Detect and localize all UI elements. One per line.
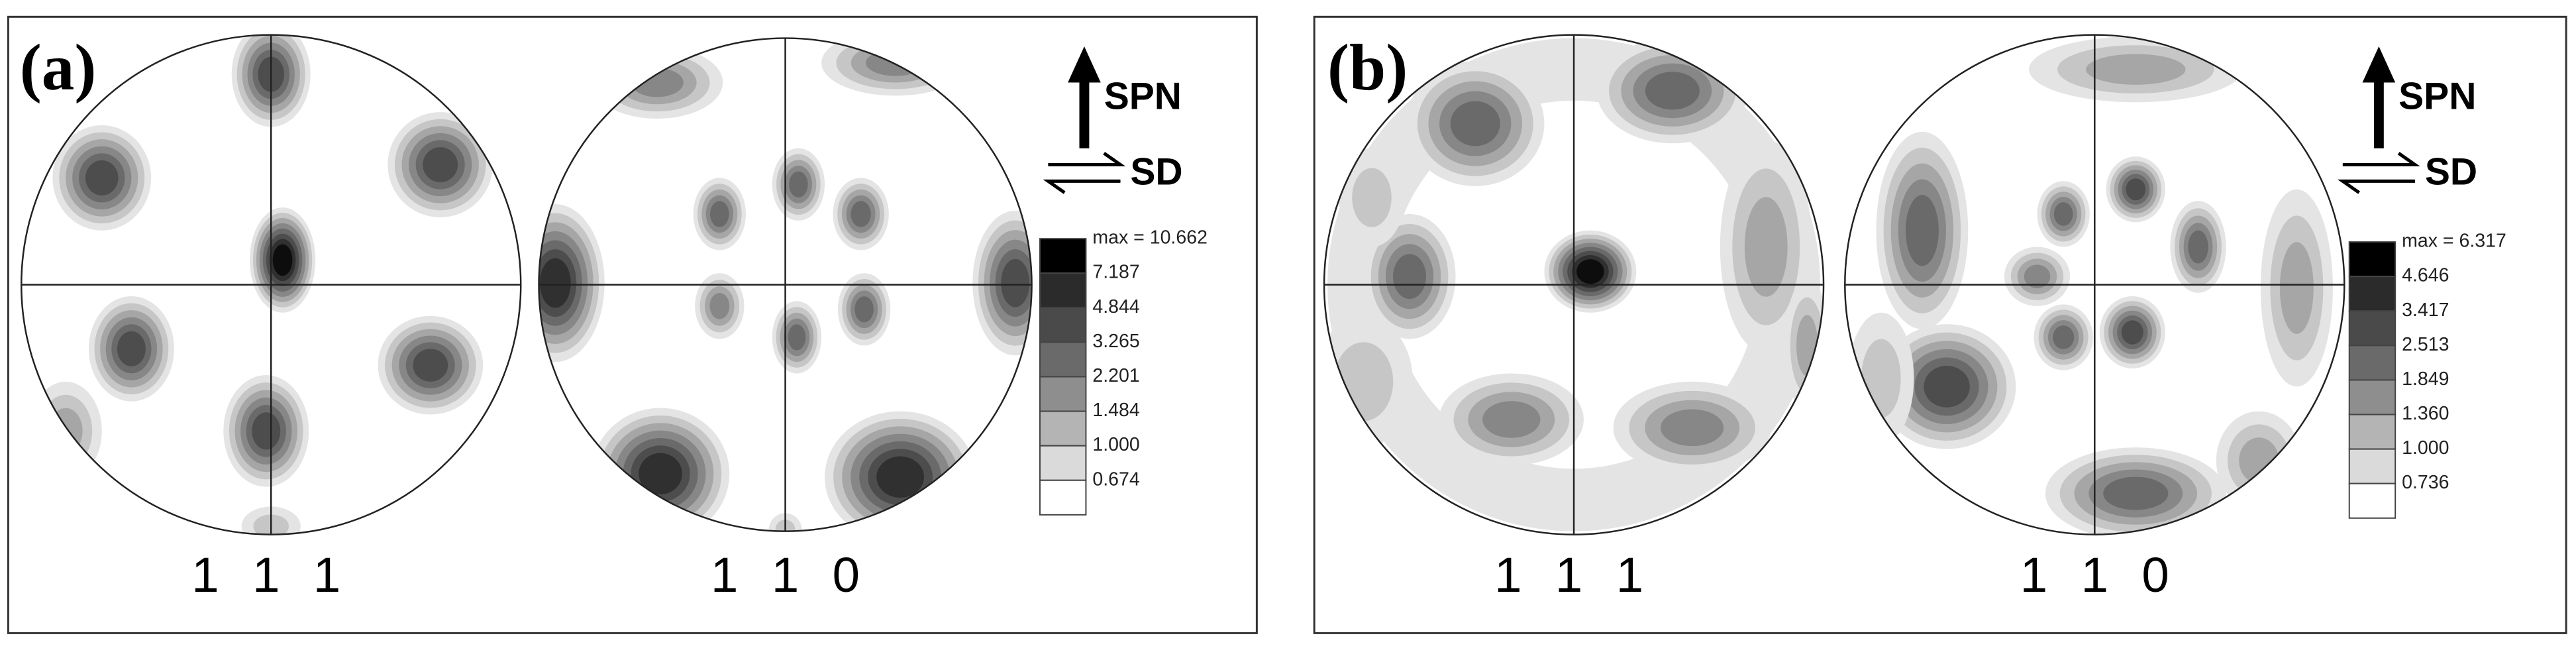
contour — [710, 201, 729, 227]
pole-figure-label: 1 1 1 — [1494, 547, 1653, 602]
contour — [1482, 401, 1541, 438]
legend-box — [2348, 482, 2396, 519]
legend-box — [1039, 341, 1087, 378]
legend-level: 0.736 — [2402, 472, 2449, 493]
contour — [1905, 195, 1939, 266]
contour — [1744, 197, 1788, 297]
contour — [789, 171, 808, 197]
contour — [876, 456, 925, 498]
contour — [1645, 72, 1700, 110]
legend-level: 2.201 — [1092, 365, 1139, 386]
contour — [1924, 365, 1970, 408]
shear-arrow — [1048, 152, 1126, 167]
contour — [639, 453, 682, 494]
axis-label: SPN — [1104, 75, 1182, 117]
legend-level: 1.484 — [1092, 400, 1139, 421]
contour — [1576, 259, 1604, 284]
legend-level: 1.360 — [2402, 403, 2449, 424]
contour — [85, 160, 119, 195]
panel-label: (b) — [1327, 32, 1408, 104]
pole-figure-label: 1 1 0 — [711, 547, 870, 602]
contour — [1450, 101, 1500, 146]
pole-figure-label: 1 1 0 — [2020, 547, 2179, 602]
contour — [2053, 325, 2075, 349]
arrow-head — [1068, 46, 1101, 83]
legend-level: 7.187 — [1092, 262, 1139, 283]
legend-box — [2348, 241, 2396, 278]
legend-box — [2348, 345, 2396, 381]
legend-level: 1.849 — [2402, 368, 2449, 390]
legend-level: 1.000 — [1092, 434, 1139, 455]
contour — [539, 258, 571, 308]
legend-box — [1039, 479, 1087, 516]
contour — [854, 296, 874, 323]
shear-arrow — [1043, 179, 1121, 194]
contour — [252, 412, 281, 450]
contour — [117, 331, 146, 366]
legend-box — [1039, 307, 1087, 343]
axis-label: SD — [1130, 150, 1182, 193]
contour — [788, 324, 806, 351]
axis-label: SPN — [2398, 75, 2476, 117]
legend-box — [1039, 376, 1087, 412]
contour — [1352, 168, 1392, 227]
legend-box — [2348, 414, 2396, 450]
contour — [413, 349, 448, 382]
shear-arrow — [2342, 152, 2420, 167]
pole-figure-label: 1 1 1 — [191, 547, 350, 602]
legend-box — [1039, 410, 1087, 447]
legend-level: 3.265 — [1092, 331, 1139, 352]
contour — [1393, 254, 1427, 300]
contour — [272, 244, 293, 276]
legend-box — [1039, 238, 1087, 274]
legend-max: max = 10.662 — [1092, 227, 1208, 249]
contour — [2024, 264, 2051, 289]
legend-box — [1039, 445, 1087, 481]
contour — [2086, 54, 2186, 85]
legend-level: 1.000 — [2402, 437, 2449, 459]
legend-box — [2348, 448, 2396, 484]
legend-level: 4.646 — [2402, 265, 2449, 286]
arrow-head — [2362, 46, 2396, 83]
legend-box — [2348, 310, 2396, 347]
contour — [2126, 178, 2146, 201]
legend-level: 0.674 — [1092, 469, 1139, 490]
legend-level: 2.513 — [2402, 334, 2449, 355]
pole-figure-frames — [21, 34, 2345, 535]
legend-box — [1039, 272, 1087, 309]
axis-label: SD — [2425, 150, 2477, 193]
contour — [1001, 258, 1030, 307]
contour — [850, 201, 871, 227]
legend-max: max = 6.317 — [2402, 231, 2506, 252]
contour — [709, 292, 730, 319]
shear-arrow — [2337, 179, 2415, 194]
legend-level: 3.417 — [2402, 300, 2449, 321]
contour — [2053, 202, 2073, 226]
contour — [2121, 320, 2143, 345]
contours — [1848, 36, 2333, 535]
contour — [2103, 476, 2169, 510]
contour — [2188, 230, 2208, 264]
contour — [2279, 242, 2314, 334]
contour — [423, 147, 458, 182]
contour — [1661, 409, 1724, 447]
legends: SPN SD max = 10.662 7.187 4.844 3.265 2.201 1.4… — [1039, 46, 2506, 519]
legend-box — [2348, 276, 2396, 312]
legend-box — [2348, 379, 2396, 416]
panel-label: (a) — [20, 32, 97, 104]
legend-level: 4.844 — [1092, 296, 1139, 317]
